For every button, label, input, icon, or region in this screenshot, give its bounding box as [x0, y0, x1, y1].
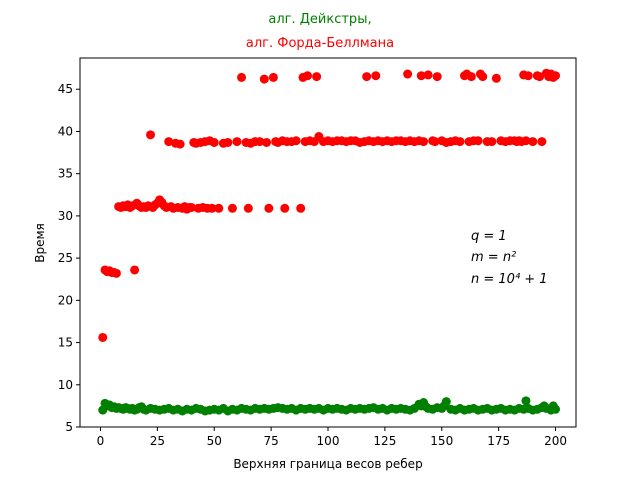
data-point-series-0 — [209, 137, 219, 147]
data-point-series-0 — [487, 137, 497, 147]
tick-layer: 0 25 50 75 100 125 150 175 200 5 10 15 20 25 30 35 40 45 — [58, 82, 567, 448]
annotation-q: q = 1 — [471, 229, 507, 244]
data-point-series-0 — [466, 72, 476, 82]
y-axis-label: Время — [33, 223, 47, 263]
y-tick-label: 45 — [58, 82, 73, 96]
data-point-series-0 — [535, 72, 545, 82]
y-tick-label: 40 — [58, 124, 73, 138]
data-point-series-0 — [186, 202, 196, 212]
data-point-series-0 — [473, 136, 483, 146]
data-point-series-0 — [164, 137, 174, 147]
data-point-series-0 — [491, 73, 501, 83]
data-point-series-0 — [296, 203, 306, 213]
data-point-series-0 — [259, 74, 269, 84]
data-point-series-0 — [291, 136, 301, 146]
data-point-series-0 — [280, 203, 290, 213]
chart-title-line-2: алг. Форда-Беллмана — [245, 36, 395, 51]
y-tick-label: 20 — [58, 293, 73, 307]
y-tick-label: 35 — [58, 167, 73, 181]
data-point-series-0 — [262, 137, 272, 147]
data-point-series-0 — [223, 137, 233, 147]
data-point-series-0 — [303, 71, 313, 81]
y-tick-label: 25 — [58, 251, 73, 265]
x-tick-label: 100 — [317, 434, 340, 448]
data-point-series-0 — [207, 203, 217, 213]
data-point-series-0 — [521, 136, 531, 146]
data-point-series-0 — [264, 203, 274, 213]
data-point-series-0 — [111, 268, 121, 278]
data-point-series-1 — [521, 396, 531, 406]
x-tick-label: 25 — [150, 434, 165, 448]
data-point-series-0 — [478, 72, 488, 82]
data-point-series-0 — [423, 70, 433, 80]
data-point-series-0 — [430, 137, 440, 147]
data-point-series-0 — [146, 130, 156, 140]
data-point-series-0 — [419, 137, 429, 147]
annotation-n: n = 10⁴ + 1 — [471, 272, 548, 287]
data-point-series-0 — [551, 71, 561, 81]
x-tick-label: 125 — [373, 434, 396, 448]
data-point-series-0 — [237, 72, 247, 82]
annotation-m: m = n² — [471, 250, 516, 265]
data-point-series-1 — [441, 397, 451, 407]
data-point-series-1 — [551, 404, 561, 414]
plot-frame — [79, 57, 577, 428]
points-layer — [98, 68, 561, 416]
data-point-series-0 — [312, 72, 322, 82]
data-point-series-0 — [403, 69, 413, 79]
data-point-series-0 — [227, 203, 237, 213]
data-point-series-0 — [528, 137, 538, 147]
y-tick-label: 15 — [58, 336, 73, 350]
data-point-series-0 — [523, 71, 533, 81]
x-tick-label: 200 — [544, 434, 567, 448]
data-point-series-0 — [455, 137, 465, 147]
data-point-series-0 — [98, 332, 108, 342]
data-point-series-0 — [268, 72, 278, 82]
x-axis-label: Верхняя граница весов ребер — [233, 457, 422, 471]
data-point-series-0 — [214, 203, 224, 213]
x-tick-label: 175 — [487, 434, 510, 448]
data-point-series-0 — [130, 265, 140, 275]
y-tick-label: 5 — [65, 420, 73, 434]
chart-title-line-1: алг. Дейкстры, — [268, 12, 372, 27]
data-point-series-0 — [255, 137, 265, 147]
data-point-series-0 — [371, 71, 381, 81]
x-tick-label: 50 — [207, 434, 222, 448]
data-point-series-0 — [432, 72, 442, 82]
x-tick-label: 75 — [263, 434, 278, 448]
data-point-series-0 — [416, 71, 426, 81]
x-tick-label: 0 — [97, 434, 105, 448]
y-tick-label: 30 — [58, 209, 73, 223]
data-point-series-0 — [537, 137, 547, 147]
data-point-series-0 — [175, 139, 185, 149]
data-point-series-0 — [362, 72, 372, 82]
data-point-series-0 — [232, 137, 242, 147]
x-tick-label: 150 — [430, 434, 453, 448]
y-tick-label: 10 — [58, 378, 73, 392]
data-point-series-0 — [243, 203, 253, 213]
